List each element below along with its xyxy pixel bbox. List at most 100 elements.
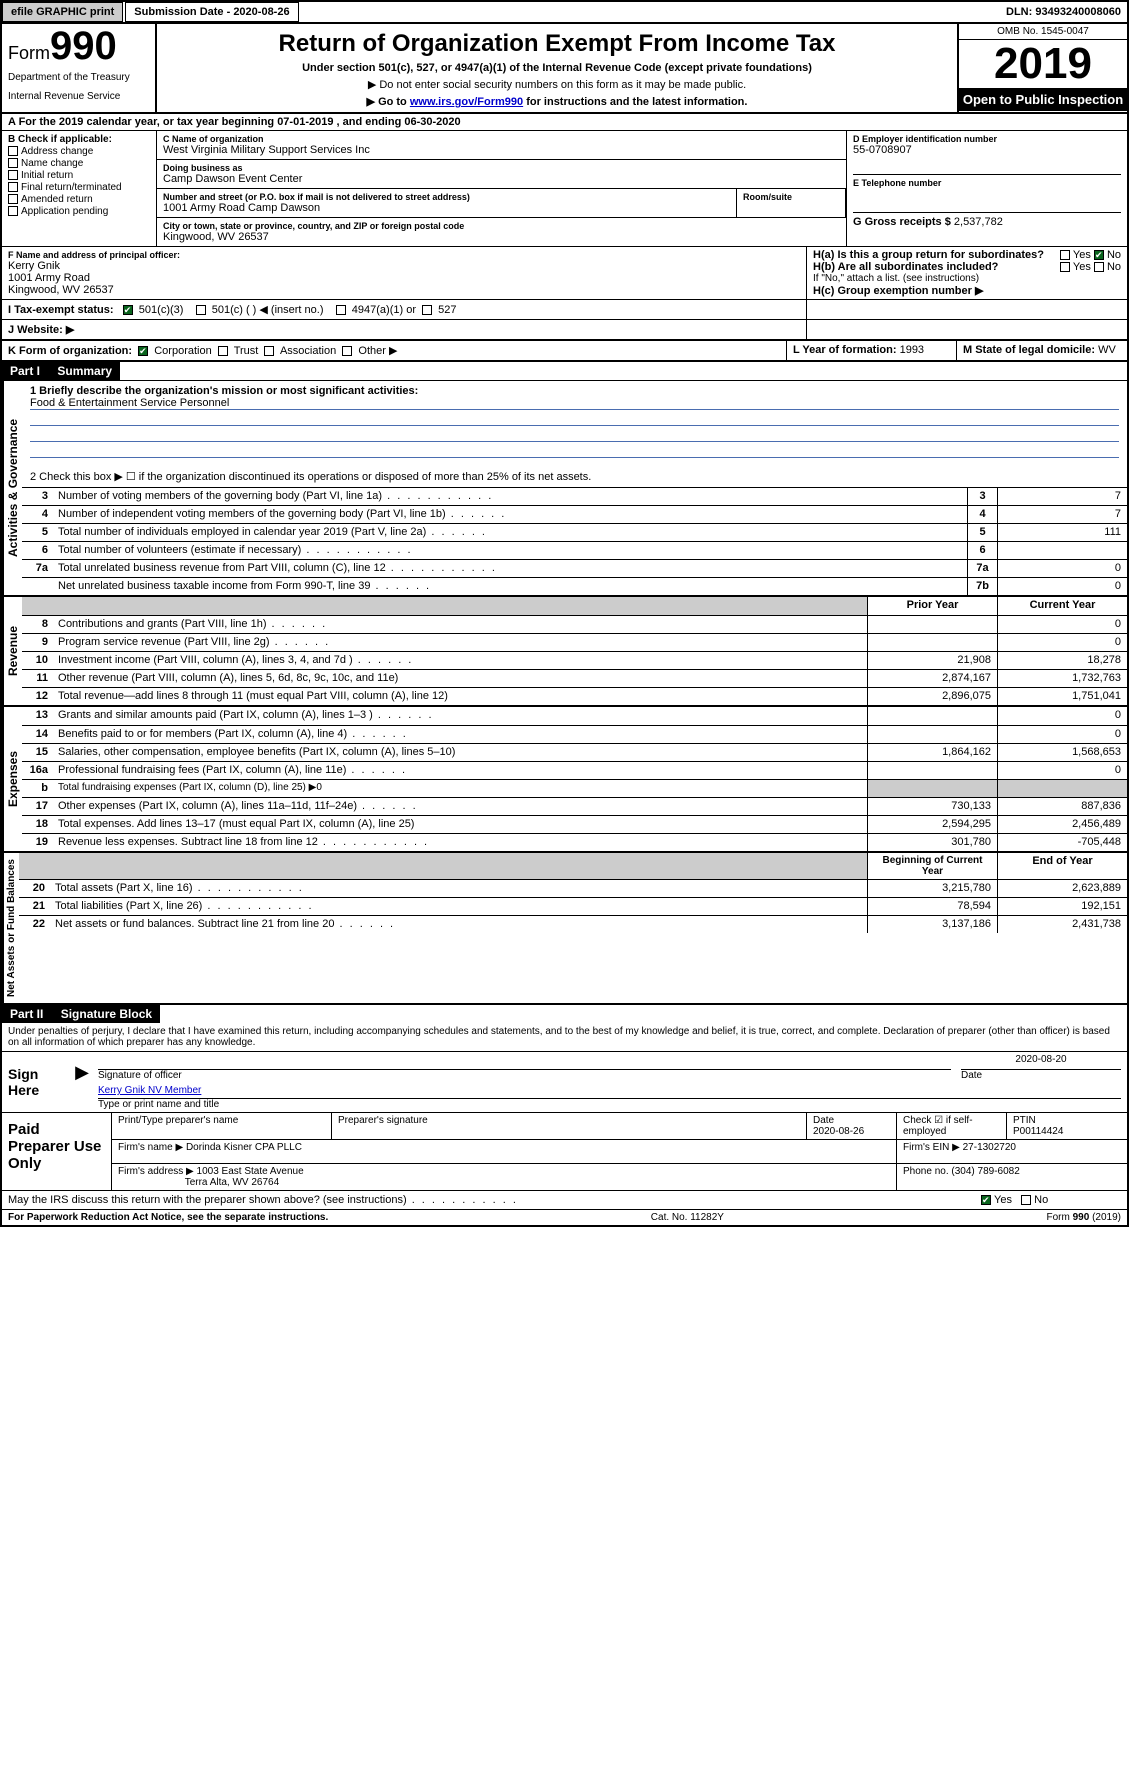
- l18-p: 2,594,295: [867, 816, 997, 833]
- part2-title: Signature Block: [61, 1007, 152, 1021]
- hc-label: H(c) Group exemption number ▶: [813, 284, 1121, 297]
- l8-c: 0: [997, 616, 1127, 633]
- chk-corp[interactable]: [138, 346, 148, 356]
- section-m: M State of legal domicile: WV: [957, 341, 1127, 360]
- mission-line-1: [30, 412, 1119, 426]
- l11-desc: Other revenue (Part VIII, column (A), li…: [54, 670, 867, 687]
- signer-name-link[interactable]: Kerry Gnik NV Member: [98, 1085, 201, 1096]
- section-deg: D Employer identification number 55-0708…: [847, 131, 1127, 246]
- open-public-badge: Open to Public Inspection: [959, 88, 1127, 111]
- type-name-label: Type or print name and title: [98, 1098, 1121, 1110]
- chk-trust[interactable]: [218, 346, 228, 356]
- l7a-box: 7a: [967, 560, 997, 577]
- l3-box: 3: [967, 488, 997, 505]
- chk-initial-return[interactable]: [8, 170, 18, 180]
- klm-row: K Form of organization: Corporation Trus…: [2, 341, 1127, 362]
- discuss-yes[interactable]: [981, 1195, 991, 1205]
- l3-desc: Number of voting members of the governin…: [54, 488, 967, 505]
- officer-sig-line[interactable]: [98, 1054, 951, 1070]
- l8-desc: Contributions and grants (Part VIII, lin…: [54, 616, 867, 633]
- chk-527[interactable]: [422, 305, 432, 315]
- fh-block: F Name and address of principal officer:…: [2, 247, 1127, 300]
- hb-yes[interactable]: [1060, 262, 1070, 272]
- l19-p: 301,780: [867, 834, 997, 851]
- l10-num: 10: [22, 652, 54, 669]
- l7b-num: [22, 578, 54, 595]
- l4-num: 4: [22, 506, 54, 523]
- i-opt1: 501(c)(3): [139, 304, 184, 316]
- chk-assoc[interactable]: [264, 346, 274, 356]
- discuss-no[interactable]: [1021, 1195, 1031, 1205]
- part1-num: Part I: [10, 364, 54, 378]
- expenses-body: Expenses 13Grants and similar amounts pa…: [2, 707, 1127, 853]
- chk-4947[interactable]: [336, 305, 346, 315]
- section-c: C Name of organization West Virginia Mil…: [157, 131, 847, 246]
- l21-p: 78,594: [867, 898, 997, 915]
- officer-addr2: Kingwood, WV 26537: [8, 284, 800, 296]
- firm-addr2: Terra Alta, WV 26764: [185, 1177, 280, 1188]
- ha-yes[interactable]: [1060, 250, 1070, 260]
- chk-name-change[interactable]: [8, 158, 18, 168]
- chk-address-change[interactable]: [8, 146, 18, 156]
- goto-pre: ▶ Go to: [367, 96, 410, 108]
- l18-desc: Total expenses. Add lines 13–17 (must eq…: [54, 816, 867, 833]
- chk-app-pending[interactable]: [8, 206, 18, 216]
- self-emp-label: Check ☑ if self-employed: [903, 1115, 973, 1137]
- l-label: L Year of formation:: [793, 344, 897, 356]
- l10-p: 21,908: [867, 652, 997, 669]
- l18-num: 18: [22, 816, 54, 833]
- chk-amended[interactable]: [8, 194, 18, 204]
- ha-no[interactable]: [1094, 250, 1104, 260]
- irs-link[interactable]: www.irs.gov/Form990: [410, 96, 523, 108]
- c-name-label: C Name of organization: [163, 134, 840, 144]
- q1-label: 1 Briefly describe the organization's mi…: [30, 385, 1119, 397]
- paid-preparer-label: Paid Preparer Use Only: [2, 1113, 112, 1190]
- paid-preparer-fields: Print/Type preparer's name Preparer's si…: [112, 1113, 1127, 1190]
- ha-no-label: No: [1107, 249, 1121, 261]
- chk-501c[interactable]: [196, 305, 206, 315]
- firm-name-val: Dorinda Kisner CPA PLLC: [186, 1142, 302, 1153]
- footer-right-pre: Form: [1047, 1212, 1073, 1223]
- chk-other[interactable]: [342, 346, 352, 356]
- ptin-val: P00114424: [1013, 1126, 1063, 1137]
- mission-line-2: [30, 428, 1119, 442]
- l9-num: 9: [22, 634, 54, 651]
- l14-desc: Benefits paid to or for members (Part IX…: [54, 726, 867, 743]
- k-corp: Corporation: [154, 345, 211, 357]
- l16a-c: 0: [997, 762, 1127, 779]
- dba-label: Doing business as: [163, 163, 840, 173]
- hb-label: H(b) Are all subordinates included?: [813, 261, 998, 273]
- sign-here-label: Sign Here: [2, 1052, 72, 1112]
- l15-num: 15: [22, 744, 54, 761]
- b-item-5: Application pending: [21, 206, 108, 217]
- l7b-box: 7b: [967, 578, 997, 595]
- rev-hdr-desc: [54, 597, 867, 615]
- b-item-4: Amended return: [21, 194, 93, 205]
- discuss-row: May the IRS discuss this return with the…: [2, 1191, 1127, 1209]
- l12-desc: Total revenue—add lines 8 through 11 (mu…: [54, 688, 867, 705]
- h-spacer: [807, 300, 1127, 319]
- revenue-rows: Prior YearCurrent Year 8Contributions an…: [22, 597, 1127, 705]
- b-item-3: Final return/terminated: [21, 182, 122, 193]
- efile-print-button[interactable]: efile GRAPHIC print: [2, 2, 123, 22]
- irs-label: Internal Revenue Service: [8, 91, 149, 102]
- part1-badge: Part I Summary: [2, 362, 120, 380]
- hb-note: If "No," attach a list. (see instruction…: [813, 273, 1121, 284]
- section-i: I Tax-exempt status: 501(c)(3) 501(c) ( …: [2, 300, 807, 319]
- l15-desc: Salaries, other compensation, employee b…: [54, 744, 867, 761]
- ptin-label: PTIN: [1013, 1115, 1036, 1126]
- hb-no[interactable]: [1094, 262, 1104, 272]
- l7b-desc: Net unrelated business taxable income fr…: [54, 578, 967, 595]
- chk-501c3[interactable]: [123, 305, 133, 315]
- return-title: Return of Organization Exempt From Incom…: [165, 30, 949, 58]
- l7a-val: 0: [997, 560, 1127, 577]
- chk-final-return[interactable]: [8, 182, 18, 192]
- l3-val: 7: [997, 488, 1127, 505]
- dln-label: DLN: 93493240008060: [1000, 2, 1127, 22]
- l9-c: 0: [997, 634, 1127, 651]
- discuss-text: May the IRS discuss this return with the…: [8, 1194, 981, 1206]
- l17-c: 887,836: [997, 798, 1127, 815]
- j-spacer: [807, 320, 1127, 339]
- hdr-current: Current Year: [997, 597, 1127, 615]
- l16b-desc: Total fundraising expenses (Part IX, col…: [54, 780, 867, 797]
